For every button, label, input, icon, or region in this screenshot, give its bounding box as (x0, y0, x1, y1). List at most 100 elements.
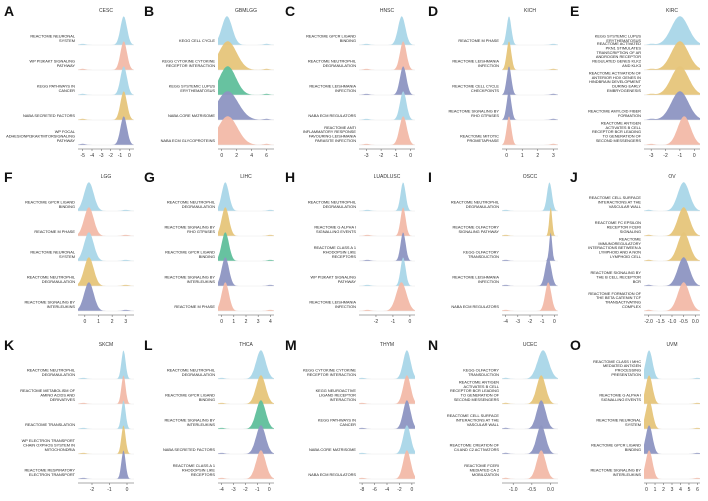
x-tick-label: 4 (269, 319, 272, 325)
panel-letter: B (144, 3, 154, 19)
panel-title: UCEC (523, 342, 538, 348)
x-tick-label: 0 (268, 487, 271, 493)
panel-k: K SKCM REACTOME NEUTROPHIL DEGRANULATION REA… (4, 337, 134, 493)
x-tick-label: -4 (90, 153, 95, 159)
ridge-density (359, 66, 415, 95)
panel-letter: J (570, 169, 578, 185)
panel-letter: H (285, 169, 295, 185)
pathway-label: NABA ECM REGULATORS (308, 113, 356, 118)
x-tick-label: 3 (671, 487, 674, 493)
pathway-label: REACTOME NEUTROPHIL DEGRANULATION (27, 275, 76, 284)
panel-l: L THCA REACTOME NEUTROPHIL DEGRANULATION REA… (144, 337, 274, 493)
pathway-label: NABA SECRETED FACTORS (23, 113, 75, 118)
ridge-density (644, 182, 700, 211)
ridge-density (78, 282, 134, 311)
ridge-density (218, 91, 274, 120)
ridge-density (78, 41, 134, 70)
pathway-label: REACTOME NEUTROPHIL DEGRANULATION (308, 200, 357, 209)
x-tick-label: 0 (220, 319, 223, 325)
pathway-label: NABA CORE MATRISOME (309, 447, 356, 452)
ridge-density (218, 207, 274, 236)
ridge-density (359, 232, 415, 261)
ridge-density (644, 350, 700, 379)
panel-title: KIRC (666, 8, 678, 14)
ridge-density (359, 91, 415, 120)
ridge-density (78, 91, 134, 120)
pathway-label: REACTOME AMYLOID FIBER FORMATION (588, 109, 641, 118)
ridge-density (218, 41, 274, 70)
panel-letter: A (4, 3, 14, 19)
ridge-density (218, 182, 274, 211)
pathway-label: WP PI3KAKT SIGNALING PATHWAY (311, 275, 357, 284)
x-tick-label: -0.5 (528, 487, 537, 493)
pathway-label: REACTOME ANTI INFLAMMATORY RESPONSE FAVOUR… (303, 125, 357, 143)
pathway-label: REACTOME NEURONAL SYSTEM (596, 418, 642, 427)
x-tick-label: -1.0 (509, 487, 518, 493)
pathway-label: REACTOME NEURONAL SYSTEM (30, 34, 76, 43)
ridge-density (359, 116, 415, 145)
ridge-density (359, 425, 415, 454)
ridge-density (502, 41, 558, 70)
x-tick-label: 5 (688, 487, 691, 493)
pathway-label: REACTOME CREATION OF C4 AND C2 ACTIVATORS (450, 443, 500, 452)
ridge-density (644, 232, 700, 261)
ridge-density (78, 400, 134, 429)
x-tick-label: -1.0 (668, 319, 677, 325)
panel-m: M THYM KEGG CYTOKINE CYTOKINE RECEPTOR INTE… (285, 337, 415, 493)
pathway-label: REACTOME GPCR LIGAND BINDING (165, 250, 215, 259)
ridge-density (644, 282, 700, 311)
ridge-density (502, 207, 558, 236)
ridge-density (78, 16, 134, 45)
x-tick-label: 0 (128, 153, 131, 159)
panel-letter: E (570, 3, 579, 19)
ridge-density (359, 207, 415, 236)
x-tick-label: 4 (250, 153, 253, 159)
x-tick-label: 0.0 (692, 319, 699, 325)
panel-b: B GBMLGG KEGG CELL CYCLE KEGG CYTOKINE CYTO… (144, 3, 274, 159)
panel-title: CESC (99, 8, 113, 14)
pathway-label: REACTOME LEISHMANIA INFECTION (309, 84, 356, 93)
ridge-density (502, 350, 558, 379)
x-tick-label: -8 (360, 487, 365, 493)
x-tick-label: -1 (678, 153, 683, 159)
panel-h: H LUADLUSC REACTOME NEUTROPHIL DEGRANULATIO… (285, 169, 415, 325)
pathway-label: REACTOME NEUTROPHIL DEGRANULATION (167, 200, 216, 209)
x-tick-label: -3 (364, 153, 369, 159)
pathway-label: REACTOME SIGNALING BY INTERLEUKINS (24, 300, 75, 309)
pathway-label: KEGG PATHWAYS IN CANCER (37, 84, 75, 93)
pathway-label: WP FOCAL ADHESIONPI3KAKTMTORSIGNALING PATH… (6, 129, 76, 143)
ridge-density (359, 282, 415, 311)
panel-letter: O (570, 337, 581, 353)
ridge-density (359, 257, 415, 286)
pathway-label: REACTOME CLASS A 1 RHODOPSIN LIKE RECEPTOR… (314, 245, 357, 259)
x-tick-label: -2 (379, 153, 384, 159)
pathway-label: NABA ECM REGULATORS (308, 472, 356, 477)
pathway-label: REACTOME FORMATION OF THE BETA CATENIN TC… (588, 291, 641, 309)
x-tick-label: -5 (80, 153, 85, 159)
x-tick-label: 4 (679, 487, 682, 493)
x-tick-label: -1 (118, 153, 123, 159)
x-tick-label: 2 (111, 319, 114, 325)
x-tick-label: -2 (243, 487, 248, 493)
ridge-density (644, 116, 700, 145)
ridge-density (502, 66, 558, 95)
pathway-label: REACTOME SIGNALING BY RHO GTPASES (164, 225, 215, 234)
panel-letter: C (285, 3, 295, 19)
ridge-density (644, 400, 700, 429)
ridge-density (502, 282, 558, 311)
panel-f: F LGG REACTOME GPCR LIGAND BINDING REACTOME … (4, 169, 134, 325)
x-tick-label: 0 (693, 153, 696, 159)
x-tick-label: 0 (83, 319, 86, 325)
x-tick-label: -1.5 (656, 319, 665, 325)
x-tick-label: -4 (385, 487, 390, 493)
panel-title: SKCM (99, 342, 113, 348)
ridge-density (644, 41, 700, 70)
pathway-label: REACTOME ACTIVATION OF ANTERIOR HOX GENES… (589, 70, 642, 93)
x-tick-label: -1 (391, 319, 396, 325)
panel-letter: L (144, 337, 153, 353)
ridge-density (78, 450, 134, 479)
ridge-density (644, 16, 700, 45)
pathway-label: REACTOME ANTIGEN ACTIVATES B CELL RECEPTOR… (592, 120, 642, 143)
x-tick-label: 3 (124, 319, 127, 325)
x-tick-label: 1 (521, 153, 524, 159)
